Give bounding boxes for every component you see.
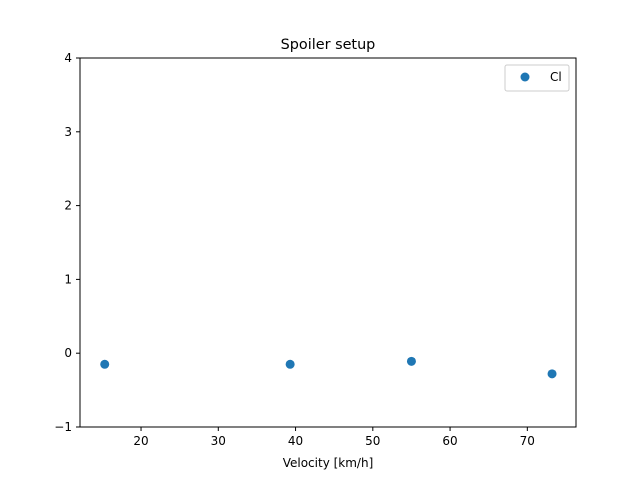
- legend-marker-cl: [520, 72, 530, 82]
- x-axis-ticks: 20 30 40 50 60 70: [133, 427, 535, 448]
- chart-title: Spoiler setup: [281, 37, 376, 53]
- legend: Cl: [504, 64, 570, 92]
- y-tick-label: 3: [64, 125, 72, 139]
- x-tick-label: 30: [211, 434, 226, 448]
- scatter-point: [285, 359, 295, 369]
- x-axis-label: Velocity [km/h]: [283, 456, 374, 470]
- scatter-point: [406, 356, 416, 366]
- y-tick-label: 0: [64, 346, 72, 360]
- legend-box: [504, 64, 570, 92]
- scatter-point: [100, 359, 110, 369]
- scatter-points: [100, 356, 557, 379]
- plot-area: 20 30 40 50 60 70 −1 0 1 2 3 4: [54, 51, 577, 448]
- legend-label-cl: Cl: [550, 70, 562, 84]
- scatter-point: [547, 369, 557, 379]
- y-tick-label: 4: [64, 51, 72, 65]
- axes-frame: [79, 57, 577, 428]
- x-tick-label: 20: [133, 434, 148, 448]
- x-tick-label: 50: [365, 434, 380, 448]
- x-tick-label: 70: [520, 434, 535, 448]
- x-tick-label: 40: [288, 434, 303, 448]
- y-tick-label: −1: [54, 420, 72, 434]
- y-tick-label: 1: [64, 272, 72, 286]
- x-tick-label: 60: [442, 434, 457, 448]
- y-tick-label: 2: [64, 199, 72, 213]
- y-axis-ticks: −1 0 1 2 3 4: [54, 51, 80, 434]
